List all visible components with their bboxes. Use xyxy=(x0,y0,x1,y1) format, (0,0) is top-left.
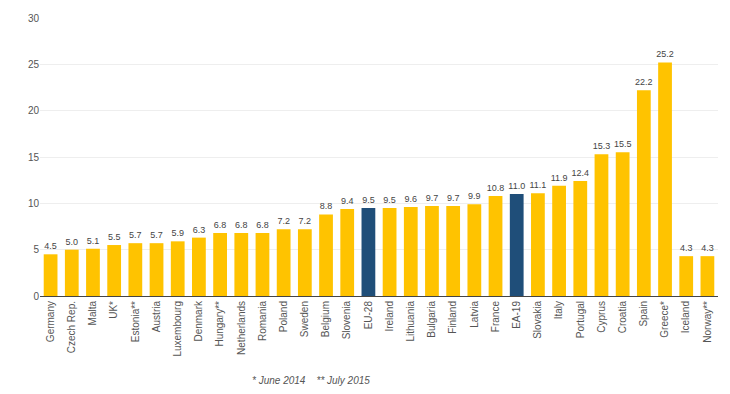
svg-text:5.5: 5.5 xyxy=(108,232,121,242)
svg-text:0: 0 xyxy=(33,291,39,302)
svg-text:9.9: 9.9 xyxy=(468,191,481,201)
svg-text:5.0: 5.0 xyxy=(66,237,79,247)
svg-text:Romania: Romania xyxy=(257,301,268,341)
svg-text:Croatia: Croatia xyxy=(617,301,628,334)
svg-text:10.8: 10.8 xyxy=(487,183,505,193)
svg-text:Spain: Spain xyxy=(638,301,649,327)
svg-text:25.2: 25.2 xyxy=(656,49,674,59)
svg-text:11.1: 11.1 xyxy=(529,180,546,190)
svg-text:8.8: 8.8 xyxy=(320,201,333,211)
svg-text:5.7: 5.7 xyxy=(150,230,163,240)
svg-text:6.8: 6.8 xyxy=(214,220,227,230)
svg-text:4.3: 4.3 xyxy=(701,243,714,253)
svg-text:12.4: 12.4 xyxy=(572,168,590,178)
svg-text:Hungary**: Hungary** xyxy=(214,301,225,347)
svg-text:Latvia: Latvia xyxy=(469,301,480,328)
svg-text:Sweden: Sweden xyxy=(299,301,310,337)
svg-text:9.4: 9.4 xyxy=(341,196,354,206)
svg-text:Estonia**: Estonia** xyxy=(130,301,141,342)
svg-text:4.3: 4.3 xyxy=(680,243,693,253)
svg-text:EU-28: EU-28 xyxy=(363,301,374,330)
svg-text:Germany: Germany xyxy=(45,301,56,342)
svg-text:5.9: 5.9 xyxy=(171,228,184,238)
svg-text:9.5: 9.5 xyxy=(362,195,375,205)
svg-text:UK*: UK* xyxy=(108,301,119,319)
svg-text:15.3: 15.3 xyxy=(593,141,611,151)
svg-text:Austria: Austria xyxy=(151,301,162,333)
svg-text:9.5: 9.5 xyxy=(383,195,396,205)
svg-text:9.6: 9.6 xyxy=(405,194,418,204)
svg-text:Luxembourg: Luxembourg xyxy=(172,301,183,357)
svg-text:6.8: 6.8 xyxy=(235,220,248,230)
svg-text:Czech Rep.: Czech Rep. xyxy=(66,301,77,353)
svg-text:5: 5 xyxy=(33,244,39,255)
svg-text:5.7: 5.7 xyxy=(129,230,142,240)
svg-text:Finland: Finland xyxy=(447,301,458,334)
svg-text:Cyprus: Cyprus xyxy=(596,301,607,333)
svg-text:Denmark: Denmark xyxy=(193,300,204,342)
svg-text:25: 25 xyxy=(28,59,40,70)
svg-text:10: 10 xyxy=(28,198,40,209)
svg-text:30: 30 xyxy=(28,13,40,24)
svg-text:Slovenia: Slovenia xyxy=(341,301,352,340)
svg-text:9.7: 9.7 xyxy=(426,193,439,203)
svg-text:Belgium: Belgium xyxy=(320,301,331,337)
svg-text:Bulgaria: Bulgaria xyxy=(426,301,437,338)
svg-text:7.2: 7.2 xyxy=(299,216,312,226)
svg-text:Italy: Italy xyxy=(553,301,564,319)
svg-text:9.7: 9.7 xyxy=(447,193,460,203)
svg-text:Slovakia: Slovakia xyxy=(532,301,543,339)
svg-text:* June 2014 ** July 2015: * June 2014 ** July 2015 xyxy=(252,375,370,386)
svg-text:22.2: 22.2 xyxy=(635,77,653,87)
svg-text:Norway**: Norway** xyxy=(702,301,713,343)
svg-text:7.2: 7.2 xyxy=(277,216,290,226)
svg-text:15.5: 15.5 xyxy=(614,139,632,149)
svg-text:11.0: 11.0 xyxy=(508,181,525,191)
svg-text:Netherlands: Netherlands xyxy=(236,301,247,355)
svg-text:20: 20 xyxy=(28,105,40,116)
svg-text:15: 15 xyxy=(28,152,40,163)
svg-text:Iceland: Iceland xyxy=(680,301,691,333)
svg-text:5.1: 5.1 xyxy=(87,236,100,246)
svg-text:Malta: Malta xyxy=(87,301,98,326)
svg-text:11.9: 11.9 xyxy=(551,173,568,183)
svg-text:Portugal: Portugal xyxy=(575,301,586,338)
svg-text:EA-19: EA-19 xyxy=(511,301,522,329)
svg-text:4.5: 4.5 xyxy=(44,241,57,251)
svg-text:6.8: 6.8 xyxy=(256,220,269,230)
svg-text:France: France xyxy=(490,301,501,333)
svg-text:6.3: 6.3 xyxy=(193,225,206,235)
svg-text:Lithuania: Lithuania xyxy=(405,301,416,342)
svg-text:Ireland: Ireland xyxy=(384,301,395,332)
svg-text:Poland: Poland xyxy=(278,301,289,332)
svg-text:Greece*: Greece* xyxy=(659,301,670,338)
